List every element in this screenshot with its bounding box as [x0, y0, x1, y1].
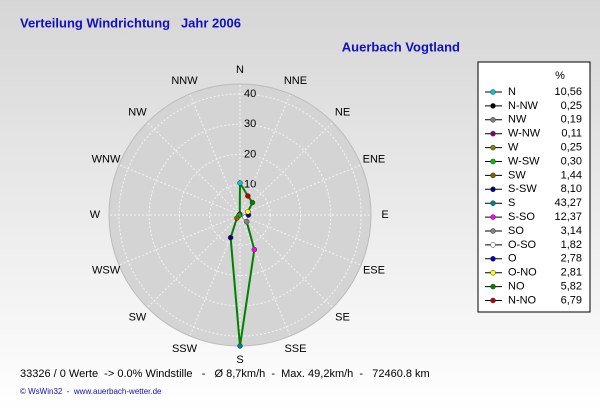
- category-label: ENE: [363, 153, 386, 165]
- point: [245, 208, 251, 215]
- legend-value: 0,11: [561, 128, 582, 140]
- spoke: [189, 93, 241, 216]
- legend-marker: [490, 186, 496, 193]
- r-tick-label: 40: [244, 88, 256, 100]
- legend-name: S-SO: [508, 211, 535, 223]
- legend-value: 5,82: [561, 281, 582, 293]
- legend-value: 1,82: [561, 239, 582, 251]
- legend-value: 3,14: [561, 225, 582, 237]
- category-label: SSE: [284, 343, 306, 355]
- category-label: NNE: [284, 75, 307, 87]
- category-label: ESE: [363, 264, 385, 276]
- legend-marker: [490, 117, 496, 123]
- legend-name: SW: [508, 169, 526, 181]
- legend-value: 1,44: [561, 169, 582, 181]
- category-label: WSW: [92, 264, 121, 276]
- r-tick-label: 30: [244, 118, 256, 130]
- point: [237, 343, 243, 349]
- category-label: W: [90, 209, 101, 221]
- grid-ring: [209, 184, 271, 246]
- legend-marker: [490, 89, 496, 95]
- point: [243, 218, 250, 225]
- legend-value: 12,37: [554, 211, 582, 223]
- spoke: [118, 164, 241, 216]
- legend-name: NO: [508, 281, 525, 293]
- point: [245, 193, 251, 199]
- legend-name: O-NO: [508, 267, 537, 279]
- category-label: SW: [129, 311, 147, 323]
- footer: 33326 / 0 Werte -> 0.0% Windstille - Ø 8…: [20, 368, 430, 380]
- spoke: [147, 122, 241, 216]
- legend-marker: [490, 297, 496, 304]
- legend-value: 10,56: [554, 86, 582, 98]
- spoke: [239, 214, 291, 337]
- r-tick-label: 10: [244, 179, 256, 191]
- chart-subtitle: Auerbach Vogtland: [342, 39, 460, 54]
- legend-name: N: [508, 86, 516, 98]
- legend-name: W: [508, 142, 519, 154]
- legend-name: N-NW: [508, 100, 539, 112]
- legend-marker: [490, 269, 496, 276]
- legend-name: S: [508, 197, 515, 209]
- legend-marker: [490, 214, 496, 220]
- legend-marker: [490, 256, 496, 262]
- credit: © WsWin32 - www.auerbach-wetter.de: [20, 387, 162, 396]
- chart-title: Verteilung Windrichtung Jahr 2006: [20, 15, 241, 30]
- legend-value: 0,19: [561, 114, 582, 126]
- legend-name: O: [508, 253, 517, 265]
- spoke: [239, 164, 362, 216]
- legend-value: 8,10: [561, 183, 582, 195]
- legend-value: 0,25: [561, 142, 582, 154]
- legend-value: 2,78: [561, 253, 582, 265]
- legend-value: 2,81: [561, 267, 582, 279]
- legend-marker: [490, 130, 496, 137]
- spoke: [147, 214, 241, 308]
- category-label: SSW: [172, 343, 198, 355]
- category-label: NNW: [171, 75, 198, 87]
- legend-name: W-NW: [508, 128, 541, 140]
- spoke: [239, 122, 333, 216]
- spoke: [239, 214, 362, 266]
- legend-marker: [490, 158, 496, 165]
- r-tick-label: 20: [244, 148, 256, 160]
- category-label: NE: [335, 106, 350, 118]
- legend-title: %: [555, 70, 565, 82]
- category-label: E: [381, 209, 388, 221]
- legend-name: SO: [508, 225, 524, 237]
- spoke: [118, 214, 241, 266]
- category-label: SE: [335, 311, 350, 323]
- category-label: NW: [128, 106, 147, 118]
- point: [234, 215, 240, 221]
- point: [249, 199, 256, 206]
- category-label: S: [236, 354, 243, 366]
- legend-marker: [490, 144, 496, 151]
- legend-name: W-SW: [508, 155, 540, 167]
- grid-ring: [148, 123, 332, 307]
- legend-name: N-NO: [508, 294, 537, 306]
- legend-value: 43,27: [554, 197, 582, 209]
- point: [251, 246, 258, 253]
- spoke: [239, 214, 333, 308]
- legend-name: NW: [508, 114, 527, 126]
- legend-box: [477, 61, 591, 313]
- legend-marker: [490, 242, 496, 248]
- legend-name: O-SO: [508, 239, 537, 251]
- legend-marker: [490, 103, 496, 109]
- point: [237, 180, 243, 186]
- legend-value: 0,30: [561, 155, 582, 167]
- category-label: WNW: [92, 153, 121, 165]
- legend-marker: [490, 200, 496, 206]
- legend-name: S-SW: [508, 183, 537, 195]
- legend-marker: [490, 283, 496, 290]
- legend-marker: [490, 228, 496, 234]
- category-label: N: [236, 64, 244, 76]
- legend-marker: [490, 172, 496, 179]
- legend-value: 6,79: [561, 294, 582, 306]
- point: [227, 234, 234, 241]
- legend-value: 0,25: [561, 100, 582, 112]
